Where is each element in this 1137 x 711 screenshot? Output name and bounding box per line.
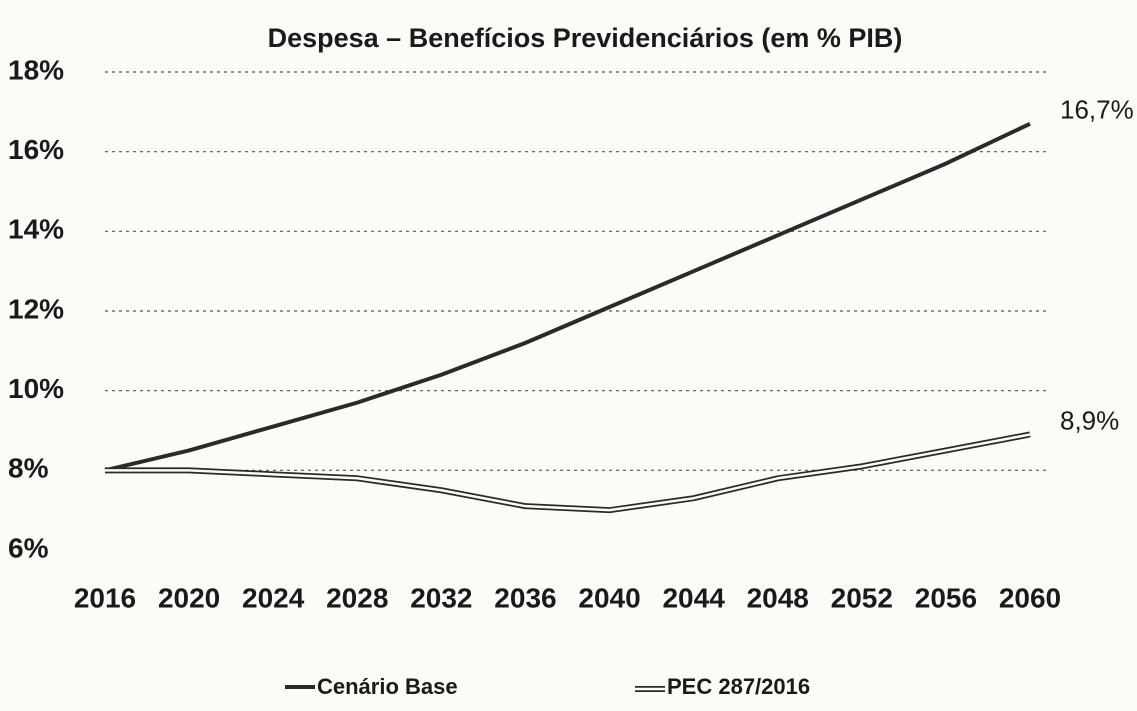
y-tick-label: 18%: [8, 54, 64, 85]
x-tick-label: 2020: [158, 582, 220, 613]
x-tick-label: 2036: [494, 582, 556, 613]
y-tick-label: 14%: [8, 214, 64, 245]
x-tick-label: 2048: [747, 582, 809, 613]
line: [104, 121, 1031, 473]
x-tick-label: 2044: [662, 582, 725, 613]
x-tick-label: 2060: [999, 582, 1061, 613]
x-tick-label: 2024: [242, 582, 305, 613]
y-tick-label: 8%: [8, 453, 49, 484]
legend-label: Cenário Base: [317, 674, 458, 699]
legend-label: PEC 287/2016: [667, 674, 810, 699]
y-tick-label: 10%: [8, 373, 64, 404]
x-tick-label: 2052: [831, 582, 893, 613]
line: [105, 433, 1031, 512]
x-tick-label: 2016: [74, 582, 136, 613]
data-label: 16,7%: [1060, 95, 1134, 125]
x-tick-label: 2032: [410, 582, 472, 613]
chart-title: Despesa – Benefícios Previdenciários (em…: [268, 23, 903, 53]
y-tick-label: 12%: [8, 293, 64, 324]
x-tick-label: 2056: [915, 582, 977, 613]
y-tick-label: 16%: [8, 134, 64, 165]
data-label: 8,9%: [1060, 405, 1119, 435]
x-tick-label: 2040: [578, 582, 640, 613]
y-tick-label: 6%: [8, 532, 49, 563]
x-tick-label: 2028: [326, 582, 388, 613]
